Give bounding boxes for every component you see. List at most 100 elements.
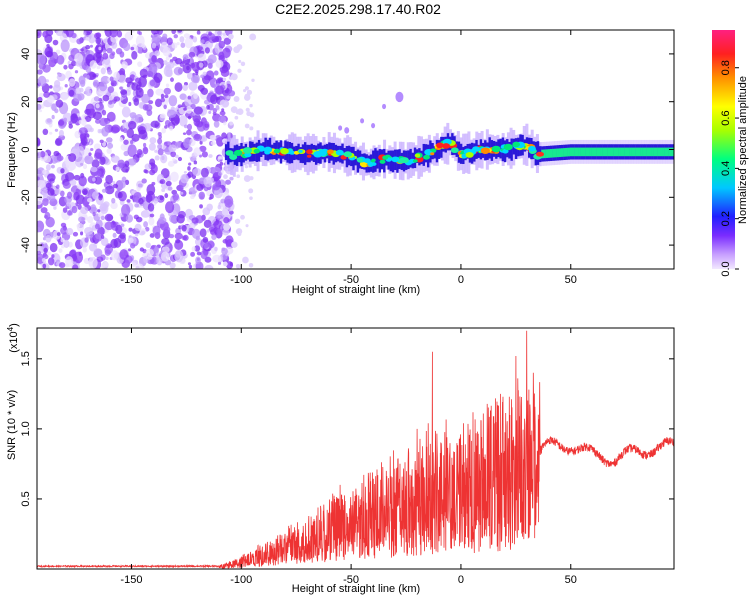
noise-blob [166, 37, 173, 46]
ridge-inner [576, 147, 579, 157]
noise-blob [52, 39, 59, 46]
noise-blob [93, 96, 100, 102]
noise-blob [176, 214, 185, 224]
noise-blob [148, 100, 154, 105]
snr-frame [36, 327, 675, 570]
noise-blob [179, 115, 188, 127]
noise-blob [119, 232, 126, 239]
noise-blob [125, 214, 134, 223]
ridge-blob [414, 153, 421, 158]
noise-blob [68, 123, 73, 129]
noise-blob [37, 96, 43, 103]
noise-blob [110, 201, 118, 210]
noise-blob [151, 42, 157, 49]
noise-blob [207, 54, 217, 64]
noise-blob [115, 166, 120, 171]
noise-blob-faint [229, 121, 234, 126]
noise-blob [221, 132, 227, 140]
noise-blob [55, 99, 64, 108]
noise-blob [48, 95, 55, 104]
noise-blob [119, 96, 124, 101]
noise-blob-faint [242, 256, 249, 264]
noise-blob [70, 113, 78, 124]
ridge-inner [574, 147, 577, 157]
noise-blob [76, 145, 85, 158]
noise-blob [55, 30, 64, 37]
noise-blob [87, 216, 94, 224]
ridge-core [299, 147, 302, 163]
noise-blob [145, 242, 151, 249]
ridge-inner [543, 149, 546, 159]
noise-blob [116, 180, 126, 189]
noise-blob [86, 74, 90, 80]
noise-blob [94, 118, 101, 124]
noise-blob [66, 227, 74, 236]
noise-blob [177, 156, 183, 162]
noise-blob-faint [243, 89, 247, 93]
y-tick-label: 40 [20, 48, 32, 60]
ridge-inner [587, 147, 590, 157]
noise-blob [60, 237, 65, 243]
noise-blob [88, 33, 96, 44]
noise-blob [37, 75, 47, 87]
noise-blob [168, 144, 177, 153]
noise-blob [214, 246, 218, 252]
spectrogram-x-ticks: -150 -100 -50 0 50 [120, 30, 577, 286]
noise-blob [198, 62, 204, 68]
noise-blob [78, 127, 88, 135]
snr-scale-exponent: 4 [6, 326, 15, 331]
noise-blob [198, 191, 206, 200]
noise-blob [201, 151, 208, 158]
noise-blob [117, 191, 123, 199]
noise-blob [105, 174, 113, 185]
noise-blob [41, 257, 46, 263]
noise-blob [228, 210, 234, 215]
ridge-inner [620, 147, 623, 157]
noise-blob [92, 74, 97, 78]
noise-blob [106, 111, 116, 122]
noise-blob [76, 224, 81, 228]
noise-blob [72, 264, 79, 269]
noise-blob [184, 36, 193, 49]
noise-blob [129, 139, 134, 145]
noise-blob [182, 132, 187, 136]
noise-blob [128, 237, 134, 243]
noise-blob [137, 30, 141, 35]
ridge-blob [442, 143, 451, 149]
noise-blob [68, 63, 74, 70]
noise-blob [154, 50, 160, 57]
ridge-inner [552, 148, 555, 158]
noise-blob [193, 160, 198, 165]
noise-blob [58, 129, 65, 137]
noise-blob [77, 203, 82, 210]
noise-blob [110, 80, 117, 87]
noise-blob [37, 187, 42, 194]
noise-blob [104, 30, 111, 34]
isolated-blob [395, 91, 404, 103]
noise-blob [144, 163, 152, 170]
noise-blob [68, 89, 75, 97]
noise-blob [192, 167, 202, 177]
ridge-blob [491, 145, 501, 153]
ridge-inner [598, 147, 601, 157]
noise-blob [210, 141, 216, 146]
noise-blob [45, 234, 52, 243]
noise-blob [80, 48, 84, 52]
noise-blob [164, 193, 169, 199]
noise-blob [99, 139, 104, 143]
ridge-inner [602, 147, 606, 157]
noise-blob [167, 64, 171, 68]
noise-blob [88, 256, 98, 269]
snr-y-ticks: 0.5 1.0 1.5 [20, 351, 674, 507]
noise-blob [68, 153, 77, 162]
noise-blob [110, 30, 117, 34]
noise-blob [43, 155, 52, 163]
noise-blob [208, 31, 212, 36]
noise-blob [79, 133, 85, 140]
noise-blob [102, 49, 107, 54]
noise-blob [217, 30, 222, 36]
noise-blob [168, 233, 175, 239]
noise-blob [115, 224, 123, 235]
ridge-blob [244, 152, 252, 158]
ridge-inner [622, 147, 625, 157]
